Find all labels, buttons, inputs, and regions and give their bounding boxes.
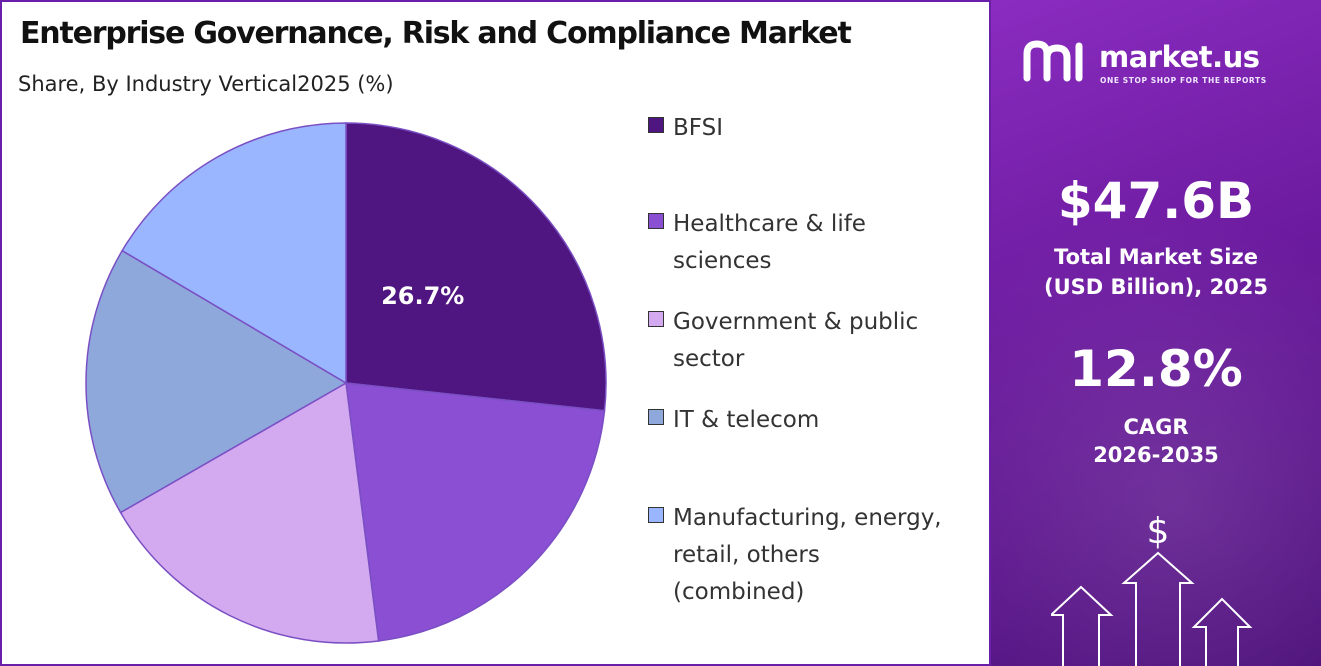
- pie-slice-label-0: 26.7%: [381, 282, 464, 310]
- legend-item-bfsi: BFSI: [648, 110, 723, 147]
- growth-arrows-illustration: $: [1051, 511, 1253, 666]
- legend-label: Manufacturing, energy, retail, others (com…: [673, 505, 942, 605]
- legend-item-healthcare: Healthcare & life sciences: [648, 206, 866, 280]
- legend-swatch: [648, 117, 664, 133]
- legend-swatch: [648, 507, 664, 523]
- legend-swatch: [648, 409, 664, 425]
- legend-item-it-telecom: IT & telecom: [648, 402, 819, 439]
- pie-slice-4: [121, 122, 347, 385]
- cagr-value: 12.8%: [1069, 340, 1243, 398]
- summary-sidebar: market.us ONE STOP SHOP FOR THE REPORTS …: [991, 0, 1321, 666]
- chart-subtitle: Share, By Industry Vertical2025 (%): [18, 72, 394, 96]
- cagr-label: CAGR: [1123, 415, 1189, 439]
- pie-slice-3: [85, 249, 348, 514]
- brand-name: market.us: [1099, 40, 1260, 74]
- legend-item-manufacturing: Manufacturing, energy, retail, others (com…: [648, 500, 942, 611]
- legend-label: IT & telecom: [673, 407, 820, 433]
- pie-slice-2: [119, 381, 380, 644]
- legend-item-government: Government & public sector: [648, 304, 918, 378]
- up-arrow-icon: [1051, 551, 1253, 666]
- brand-logo: market.us ONE STOP SHOP FOR THE REPORTS: [1021, 38, 1301, 88]
- legend-label: Government & public sector: [673, 309, 919, 372]
- legend-swatch: [648, 213, 664, 229]
- legend-label: BFSI: [673, 115, 723, 141]
- market-size-label-1: Total Market Size: [1054, 245, 1258, 269]
- legend-label: Healthcare & life sciences: [673, 211, 866, 274]
- market-size-value: $47.6B: [1057, 172, 1255, 230]
- pie-chart: 26.7%: [85, 122, 607, 644]
- chart-title: Enterprise Governance, Risk and Complian…: [20, 16, 852, 51]
- pie-slice-0: [345, 122, 607, 412]
- market-size-label-2: (USD Billion), 2025: [1043, 275, 1269, 299]
- market-us-logo-icon: [1023, 40, 1083, 82]
- legend-swatch: [648, 311, 664, 327]
- cagr-period: 2026-2035: [1093, 443, 1219, 467]
- dollar-icon: $: [1147, 511, 1170, 552]
- pie-slice-1: [345, 382, 606, 642]
- brand-tagline: ONE STOP SHOP FOR THE REPORTS: [1100, 76, 1267, 85]
